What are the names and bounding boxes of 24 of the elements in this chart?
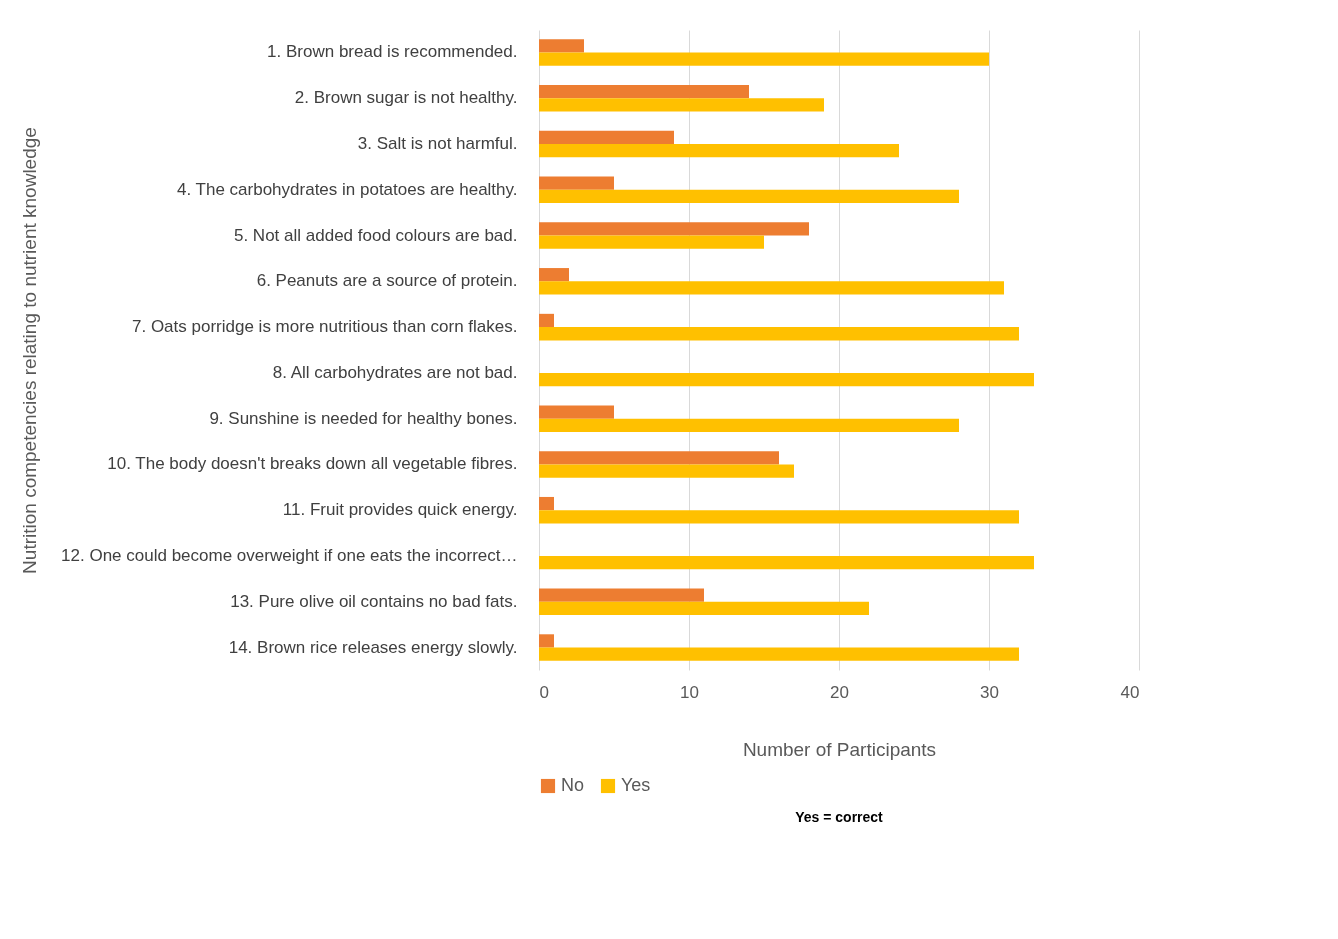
y-tick-label: 12. One could become overweight if one eats the incorrect… <box>61 546 518 566</box>
y-tick-label: 4. The carbohydrates in potatoes are healthy. <box>176 179 518 199</box>
y-tick-label: 11. Fruit provides quick energy. <box>282 500 518 520</box>
y-tick-label: 2. Brown sugar is not healthy. <box>294 88 518 108</box>
y-axis-title: Nutrition competencies relating to nutrient knowledge <box>18 127 40 574</box>
x-tick-label: 40 <box>1120 682 1140 702</box>
y-tick-label: 9. Sunshine is needed for healthy bones. <box>209 408 518 428</box>
y-tick-label: 1. Brown bread is recommended. <box>267 42 518 62</box>
y-tick-label: 10. The body doesn't breaks down all vegetable fibres. <box>107 454 518 474</box>
y-tick-label: 14. Brown rice releases energy slowly. <box>228 637 518 657</box>
x-axis-title: Number of Participants <box>742 738 937 760</box>
x-tick-label: 10 <box>680 682 699 702</box>
x-tick-label: 20 <box>830 682 849 702</box>
legend-label: Yes <box>621 775 651 795</box>
y-tick-label: 8. All carbohydrates are not bad. <box>272 362 518 382</box>
y-tick-label: 6. Peanuts are a source of protein. <box>256 271 518 291</box>
x-tick-label: 30 <box>980 682 999 702</box>
x-tick-label: 0 <box>539 682 549 702</box>
y-tick-label: 3. Salt is not harmful. <box>357 133 518 153</box>
y-tick-label: 13. Pure olive oil contains no bad fats. <box>230 591 518 611</box>
legend-label: No <box>561 775 585 795</box>
y-tick-label: 7. Oats porridge is more nutritious than corn flakes. <box>131 317 518 337</box>
text: Yes = correct <box>795 809 884 825</box>
y-tick-label: 5. Not all added food colours are bad. <box>233 225 518 245</box>
